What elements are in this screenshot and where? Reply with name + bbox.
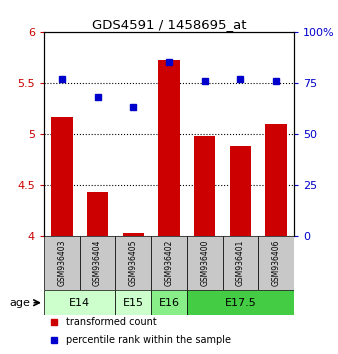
Bar (187, 236, 223, 290)
Text: E16: E16 (159, 298, 179, 308)
Bar (265, 124, 287, 236)
Bar (115, 290, 151, 315)
Bar (158, 61, 180, 236)
Bar (44, 290, 115, 315)
Text: GSM936404: GSM936404 (93, 240, 102, 286)
Bar (187, 290, 294, 315)
Bar (151, 236, 187, 290)
Bar (151, 290, 187, 315)
Text: percentile rank within the sample: percentile rank within the sample (67, 335, 232, 345)
Bar (44, 236, 80, 290)
Text: GSM936403: GSM936403 (57, 240, 66, 286)
Bar (51, 116, 73, 236)
Bar (258, 236, 294, 290)
Bar (87, 192, 108, 236)
Text: GSM936400: GSM936400 (200, 240, 209, 286)
Text: E14: E14 (69, 298, 90, 308)
Text: age: age (9, 298, 30, 308)
Bar (194, 136, 215, 236)
Text: GSM936401: GSM936401 (236, 240, 245, 286)
Bar (115, 236, 151, 290)
Title: GDS4591 / 1458695_at: GDS4591 / 1458695_at (92, 18, 246, 31)
Text: E17.5: E17.5 (224, 298, 256, 308)
Text: transformed count: transformed count (67, 317, 157, 327)
Bar (223, 236, 258, 290)
Text: E15: E15 (123, 298, 144, 308)
Text: GSM936405: GSM936405 (129, 240, 138, 286)
Bar (230, 146, 251, 236)
Text: GSM936406: GSM936406 (272, 240, 281, 286)
Bar (80, 236, 115, 290)
Bar (123, 233, 144, 236)
Text: GSM936402: GSM936402 (165, 240, 173, 286)
